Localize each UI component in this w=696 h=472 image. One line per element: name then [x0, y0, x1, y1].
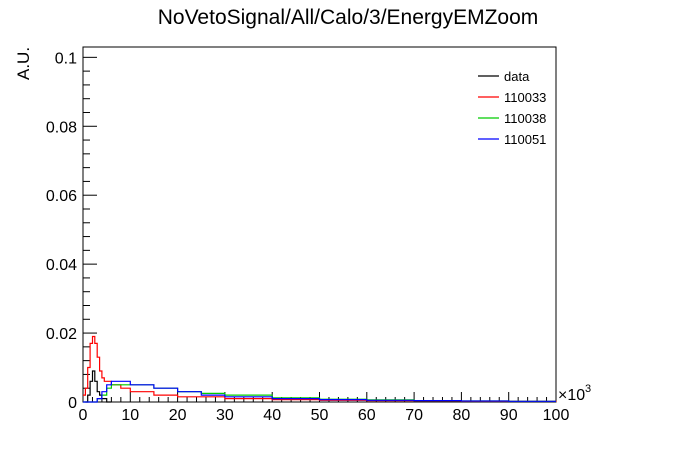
plot-frame: [82, 46, 557, 403]
y-tick-label: 0.04: [46, 257, 77, 274]
y-tick-label: 0: [68, 395, 77, 412]
y-tick-label: 0.06: [46, 188, 77, 205]
x-tick-label: 60: [358, 407, 376, 424]
x-tick-label: 80: [453, 407, 471, 424]
x-tick-label: 10: [121, 407, 139, 424]
series-line-110051: [83, 380, 556, 403]
legend: data 110033 110038 110051: [478, 69, 546, 147]
x-tick-label: 40: [263, 407, 281, 424]
series-layer: [83, 335, 557, 403]
legend-label: 110038: [504, 111, 546, 126]
y-axis-label: A.U.: [14, 47, 33, 80]
series-line-data: [85, 370, 112, 403]
x-multiplier: ×10 3: [558, 383, 591, 404]
x-tick-label: 50: [311, 407, 329, 424]
legend-label: data: [504, 69, 530, 84]
tick-labels: 0 10 20 30 40 50 60 70 80 90 100 0 0.02 0.04 0.06 0.08 0…: [46, 50, 570, 424]
legend-label: 110051: [504, 132, 546, 147]
y-tick-label: 0.08: [46, 119, 77, 136]
x-multiplier-label: ×10: [558, 387, 585, 404]
chart-title: NoVetoSignal/All/Calo/3/EnergyEMZoom: [158, 6, 539, 29]
x-tick-label: 70: [405, 407, 423, 424]
x-tick-label: 20: [169, 407, 187, 424]
y-tick-label: 0.1: [55, 50, 77, 67]
y-tick-label: 0.02: [46, 326, 77, 343]
x-tick-label: 30: [216, 407, 234, 424]
x-tick-label: 100: [543, 407, 570, 424]
legend-label: 110033: [504, 90, 546, 105]
axis-ticks: [82, 56, 557, 403]
series-line-110033: [83, 335, 557, 402]
x-multiplier-exponent: 3: [585, 383, 591, 395]
x-tick-label: 90: [500, 407, 518, 424]
x-tick-label: 0: [79, 407, 88, 424]
